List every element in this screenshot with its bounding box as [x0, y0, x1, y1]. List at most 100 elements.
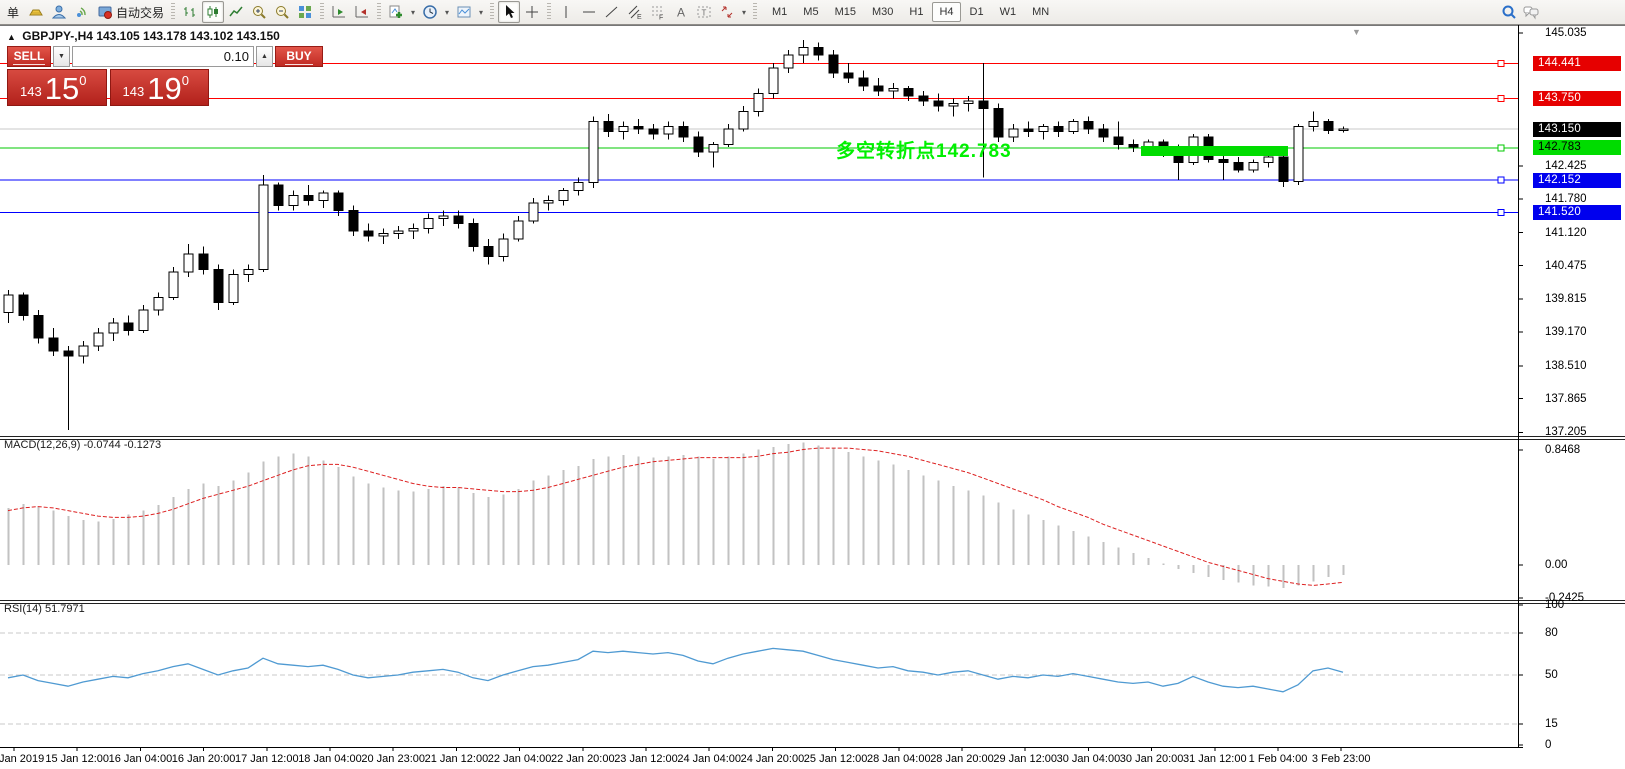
price-tick: 139.170: [1545, 326, 1587, 339]
chart-shift-marker-icon[interactable]: ▼: [1352, 27, 1361, 37]
timeframe-m1[interactable]: M1: [772, 6, 788, 18]
time-axis-label: 17 Jan 12:00: [234, 753, 299, 765]
indicators-button[interactable]: [385, 1, 407, 23]
rsi-value: 51.7971: [44, 603, 85, 615]
time-axis-label: 30 Jan 20:00: [1119, 753, 1184, 765]
chart-shift-button[interactable]: [351, 1, 373, 23]
search-button[interactable]: [1498, 1, 1520, 23]
arrow-tools-button[interactable]: [716, 1, 738, 23]
templates-dropdown[interactable]: ▾: [479, 7, 484, 17]
timeframe-m15[interactable]: M15: [834, 6, 856, 18]
timeframe-w1[interactable]: W1: [999, 6, 1017, 18]
crosshair-button[interactable]: [521, 1, 543, 23]
timeframe-mn[interactable]: MN: [1032, 6, 1050, 18]
time-axis-label: 18 Jan 04:00: [298, 753, 362, 765]
macd-tick: -0.2425: [1545, 591, 1585, 604]
toolbar-group-grip[interactable]: [490, 3, 495, 21]
toolbar-group-grip[interactable]: [753, 3, 758, 21]
rsi-levels: [0, 632, 1518, 725]
templates-button[interactable]: [453, 1, 475, 23]
arrows-icon: [719, 4, 735, 20]
price-tick: 139.815: [1545, 293, 1587, 306]
chart-annotation-text: 多空转折点142.783: [836, 141, 1012, 162]
time-axis-label: 21 Jan 12:00: [424, 753, 489, 765]
time-axis-label: 24 Jan 04:00: [677, 753, 741, 765]
volume-decrease-button[interactable]: ▼: [53, 46, 70, 67]
text-label-tool-button[interactable]: T: [693, 1, 715, 23]
toolbar-group-grip[interactable]: [377, 3, 382, 21]
sell-price-main: 15: [44, 71, 80, 106]
candles-icon: [205, 4, 221, 20]
fibo-icon: F: [650, 4, 666, 20]
trendline-tool-button[interactable]: [601, 1, 623, 23]
rsi-tick: 100: [1545, 599, 1565, 611]
arrow-tools-dropdown[interactable]: ▾: [742, 7, 747, 17]
account-button[interactable]: [48, 1, 70, 23]
line-chart-mode-button[interactable]: [225, 1, 247, 23]
axis-ticks: [13, 32, 1523, 751]
sell-button[interactable]: SELL: [7, 46, 51, 67]
new-order-button[interactable]: 单: [2, 1, 24, 23]
macd-tick: 0.8468: [1545, 443, 1581, 456]
macd-header: MACD(12,26,9) -0.0744 -0.1273: [4, 439, 161, 451]
highlight-band: [1141, 145, 1288, 156]
macd-signal-line: [7, 447, 1344, 586]
bars-icon: [182, 4, 198, 20]
auto-scroll-button[interactable]: [328, 1, 350, 23]
volume-input[interactable]: [72, 46, 254, 67]
fibonacci-tool-button[interactable]: F: [647, 1, 669, 23]
zoom-out-button[interactable]: [271, 1, 293, 23]
bar-chart-mode-button[interactable]: [179, 1, 201, 23]
pane-frame: [0, 25, 1625, 748]
buy-price-box[interactable]: 143 19 0: [109, 69, 209, 106]
hline-icon: [581, 4, 597, 20]
autotrading-button[interactable]: 自动交易: [94, 1, 167, 23]
time-axis-label: 1 Feb 04:00: [1248, 753, 1308, 765]
clock-icon: [422, 4, 438, 20]
signal-icon: [74, 4, 90, 20]
time-axis-label: 31 Jan 12:00: [1182, 753, 1247, 765]
toolbar-group-grip[interactable]: [547, 3, 552, 21]
timeframe-d1[interactable]: D1: [969, 6, 984, 18]
timeframe-m30[interactable]: M30: [871, 6, 894, 18]
symbol-period-label: GBPJPY-,H4: [22, 29, 93, 43]
hline-price-label: 142.783: [1533, 140, 1621, 156]
zoomout-icon: [274, 4, 290, 20]
channel-icon: E: [627, 4, 643, 20]
timeframe-h4[interactable]: H4: [932, 2, 961, 22]
zoom-in-button[interactable]: [248, 1, 270, 23]
crosshair-icon: [524, 4, 540, 20]
horizontal-line-tool-button[interactable]: [578, 1, 600, 23]
text-tool-button[interactable]: A: [670, 1, 692, 23]
buy-button[interactable]: BUY: [275, 46, 323, 67]
timeframe-h1[interactable]: H1: [909, 6, 924, 18]
channel-tool-button[interactable]: E: [624, 1, 646, 23]
tile-windows-button[interactable]: [294, 1, 316, 23]
periods-button[interactable]: [419, 1, 441, 23]
time-axis-label: 22 Jan 04:00: [487, 753, 552, 765]
rsi-header: RSI(14) 51.7971: [4, 603, 85, 615]
vertical-line-tool-button[interactable]: [555, 1, 577, 23]
account-icon: [51, 4, 67, 20]
sell-price-box[interactable]: 143 15 0: [7, 69, 107, 106]
toolbar-group-grip[interactable]: [171, 3, 176, 21]
autotrading-label: 自动交易: [116, 5, 165, 20]
signals-button[interactable]: [71, 1, 93, 23]
time-axis-label: 28 Jan 20:00: [930, 753, 994, 765]
timeframe-m5[interactable]: M5: [803, 6, 819, 18]
volume-increase-button[interactable]: ▲: [256, 46, 273, 67]
chat-button[interactable]: [1520, 1, 1542, 23]
rsi-tick: 15: [1545, 718, 1558, 730]
gold-button[interactable]: [25, 1, 47, 23]
toolbar-group-grip[interactable]: [320, 3, 325, 21]
candle-chart-mode-button[interactable]: [202, 1, 225, 23]
collapse-marker-icon[interactable]: ▲: [7, 32, 16, 42]
indicators-dropdown[interactable]: ▾: [411, 7, 416, 17]
linechart-icon: [228, 4, 244, 20]
shift-icon: [354, 4, 370, 20]
periods-dropdown[interactable]: ▾: [445, 7, 450, 17]
sell-price-prefix: 143: [20, 84, 42, 99]
cursor-button[interactable]: [498, 1, 521, 23]
new-order-label: 单: [6, 5, 19, 20]
